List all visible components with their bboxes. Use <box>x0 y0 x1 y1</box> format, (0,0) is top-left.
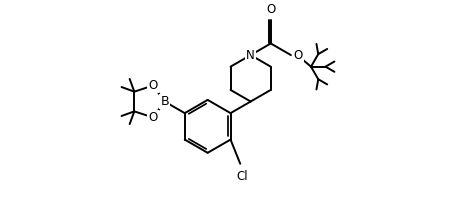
Text: B: B <box>160 95 169 108</box>
Text: O: O <box>148 79 158 92</box>
Text: O: O <box>148 111 158 124</box>
Text: O: O <box>266 3 276 16</box>
Text: O: O <box>293 49 303 62</box>
Text: Cl: Cl <box>236 169 247 183</box>
Text: N: N <box>246 49 255 62</box>
